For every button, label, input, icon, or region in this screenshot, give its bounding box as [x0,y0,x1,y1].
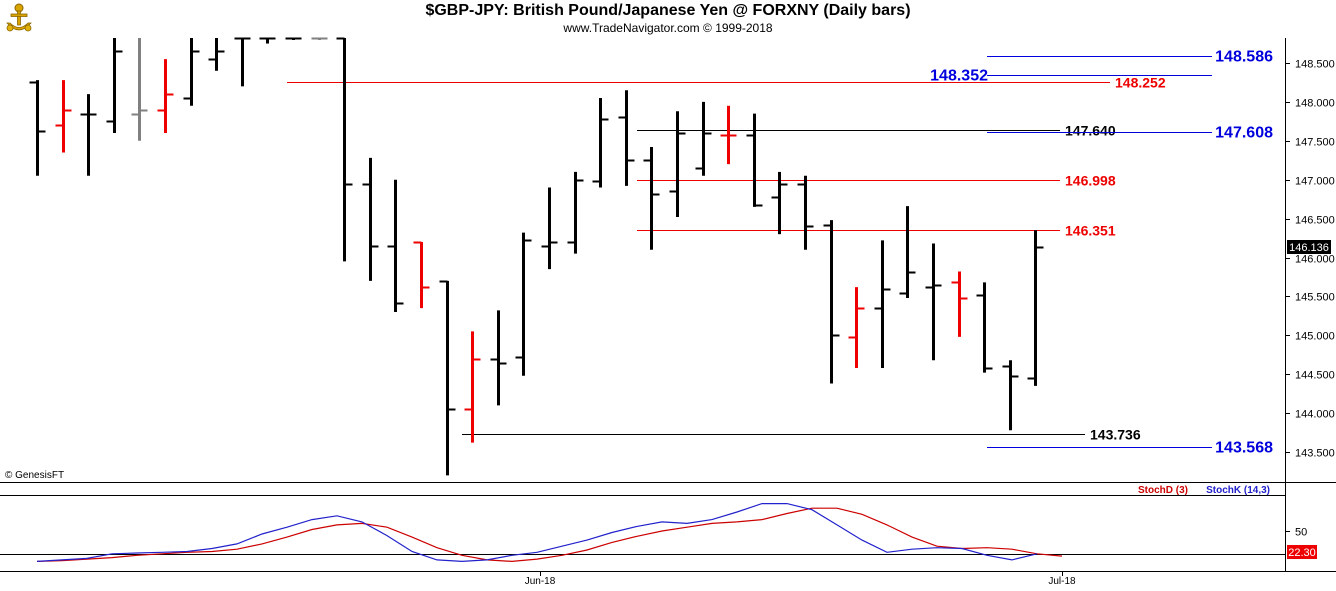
level-label: 146.351 [1065,223,1116,239]
ohlc-bar [643,147,660,250]
level-label: 148.586 [1215,49,1273,66]
ohlc-bar [55,80,72,153]
ohlc-bar [234,37,251,87]
ohlc-bar [823,220,840,384]
level-label: 146.998 [1065,173,1116,189]
ohlc-bar [362,157,379,281]
ohlc-bar [413,241,430,309]
chart-title: $GBP-JPY: British Pound/Japanese Yen @ F… [425,2,911,19]
y-tick-label: 145.500 [1295,292,1335,304]
level-label: 148.252 [1115,75,1166,91]
stoch-tick-label: 50 [1295,527,1307,539]
ohlc-bar [490,310,507,406]
level-label: 147.608 [1215,125,1273,142]
y-tick-label: 147.000 [1295,176,1335,188]
price-bars [29,37,1044,476]
date-axis: Jun-18 Jul-18 [525,571,1076,587]
y-tick-label: 144.000 [1295,409,1335,421]
ohlc-bar [848,287,865,368]
support-resistance-lines: 148.586 148.352 148.252 147.640 147.608 146.9… [287,49,1273,457]
ohlc-bar [259,37,276,44]
level-label: 143.736 [1090,427,1141,443]
ohlc-bar [29,80,46,176]
level-label: 147.640 [1065,123,1116,139]
ohlc-bar [746,113,763,207]
stochd-legend: StochD (3) [1138,485,1188,496]
ohlc-bar [515,232,532,376]
level-label: 143.568 [1215,440,1273,457]
ohlc-bar [720,105,737,165]
ohlc-bar [899,206,916,298]
ohlc-bar [387,179,404,312]
ohlc-bar [592,98,609,188]
ohlc-bar [976,282,993,373]
stoch-series-line [36,503,1038,563]
ohlc-bar [797,175,814,250]
ohlc-bar [464,331,481,443]
watermark: © GenesisFT [5,470,64,481]
ohlc-bar [106,38,123,134]
y-tick-label: 144.500 [1295,370,1335,382]
ohlc-bar [208,38,225,71]
stoch-series-line [36,507,1063,563]
ohlc-bar [131,38,148,141]
y-tick-label: 146.500 [1295,215,1335,227]
ohlc-bar [669,111,686,218]
ohlc-bar [771,171,788,235]
ohlc-bar [157,59,174,134]
price-panel [0,38,1285,482]
ohlc-bar [925,243,942,361]
ohlc-bar [285,37,302,40]
ohlc-bar [1027,230,1044,386]
ohlc-bar [183,38,200,106]
last-price-label: 146.136 [1289,242,1329,254]
stochastic-panel: 50 22.30 [0,503,1317,563]
x-tick-label: Jun-18 [525,576,556,587]
y-tick-label: 146.000 [1295,254,1335,266]
stochk-legend: StochK (14,3) [1206,485,1270,496]
price-axis: 143.500 144.000 144.500 145.000 145.500 146.0… [1285,59,1335,460]
ohlc-bar [951,271,968,337]
y-tick-label: 147.500 [1295,137,1335,149]
ohlc-bar [541,187,558,270]
chart-subtitle: www.TradeNavigator.com © 1999-2018 [563,21,773,35]
trade-navigator-logo-icon [6,3,32,32]
y-tick-label: 143.500 [1295,448,1335,460]
ohlc-bar [874,240,891,368]
y-tick-label: 145.000 [1295,331,1335,343]
ohlc-bar [567,171,584,254]
y-tick-label: 148.500 [1295,59,1335,71]
ohlc-bar [439,280,456,476]
ohlc-bar [618,90,635,186]
ohlc-bar [695,101,712,176]
chart-header: $GBP-JPY: British Pound/Japanese Yen @ F… [0,0,1336,38]
x-tick-label: Jul-18 [1048,576,1076,587]
y-tick-label: 148.000 [1295,98,1335,110]
ohlc-bar [311,37,328,40]
level-label: 148.352 [930,68,988,85]
ohlc-bar [80,94,97,176]
stoch-last-label: 22.30 [1288,547,1316,559]
stoch-last-marker [1287,545,1317,559]
last-price-marker [1287,240,1331,254]
ohlc-bar [1002,360,1019,431]
ohlc-bar [336,37,353,262]
